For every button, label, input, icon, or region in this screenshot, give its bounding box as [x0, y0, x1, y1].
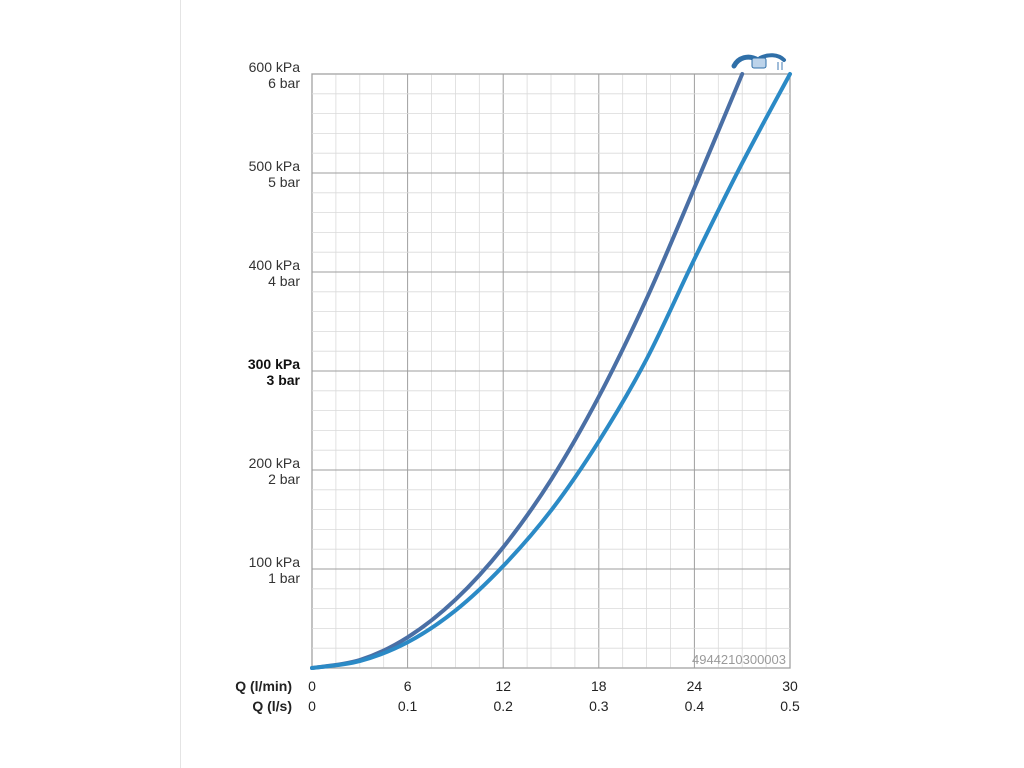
- y-tick-label-bar: 6 bar: [268, 75, 300, 91]
- x-tick-label-lmin: 12: [495, 678, 511, 694]
- y-tick-label-kpa: 300 kPa: [248, 356, 300, 372]
- x-tick-label-lmin: 24: [687, 678, 703, 694]
- x-tick-label-ls: 0.1: [398, 698, 418, 714]
- x-tick-label-ls: 0.5: [780, 698, 800, 714]
- x-tick-label-lmin: 0: [308, 678, 316, 694]
- x-tick-label-lmin: 6: [404, 678, 412, 694]
- x-tick-label-ls: 0: [308, 698, 316, 714]
- y-tick-label-bar: 1 bar: [268, 570, 300, 586]
- y-tick-label-bar: 4 bar: [268, 273, 300, 289]
- page-divider: [180, 0, 181, 768]
- x-tick-label-lmin: 30: [782, 678, 798, 694]
- series-line-2: [310, 72, 792, 670]
- y-tick-label-kpa: 400 kPa: [249, 257, 301, 273]
- y-tick-label-bar: 5 bar: [268, 174, 300, 190]
- product-code-label: 4944210300003: [692, 652, 786, 667]
- series-lines: [310, 72, 792, 670]
- x-tick-label-ls: 0.2: [493, 698, 513, 714]
- x-axis-title-lmin: Q (l/min): [235, 678, 292, 694]
- x-tick-label-ls: 0.3: [589, 698, 609, 714]
- x-axis-labels: Q (l/min) Q (l/s) 0 0 6 0.1 12 0.2 18 0.3 24 0.4 30 0…: [235, 678, 800, 714]
- y-tick-label-bar: 2 bar: [268, 471, 300, 487]
- chart-grid: [311, 73, 791, 669]
- y-tick-label-kpa: 200 kPa: [249, 455, 301, 471]
- y-tick-label-bar: 3 bar: [267, 372, 301, 388]
- y-tick-label-kpa: 500 kPa: [249, 158, 301, 174]
- x-tick-label-lmin: 18: [591, 678, 607, 694]
- y-tick-label-kpa: 600 kPa: [249, 59, 301, 75]
- x-tick-label-ls: 0.4: [685, 698, 705, 714]
- y-tick-label-kpa: 100 kPa: [249, 554, 301, 570]
- x-axis-title-ls: Q (l/s): [252, 698, 292, 714]
- series-line-1: [310, 72, 745, 670]
- shower-handshower-icon: [731, 53, 786, 70]
